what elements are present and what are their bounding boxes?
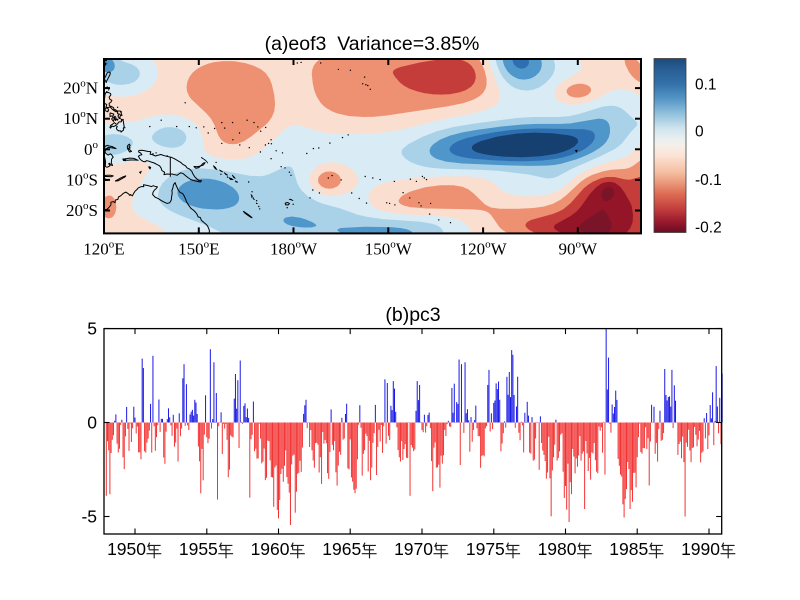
svg-text:-0.2: -0.2: [695, 220, 722, 237]
svg-text:1955: 1955: [179, 539, 218, 559]
svg-text:0: 0: [87, 413, 97, 433]
svg-text:20oN: 20oN: [63, 78, 98, 98]
svg-text:(b)pc3: (b)pc3: [385, 304, 440, 326]
svg-text:120oW: 120oW: [460, 239, 508, 259]
svg-text:1960: 1960: [251, 539, 290, 559]
svg-text:10oN: 10oN: [63, 108, 98, 128]
svg-text:150oE: 150oE: [178, 239, 219, 259]
svg-text:1950: 1950: [107, 539, 146, 559]
svg-text:1985: 1985: [609, 539, 648, 559]
svg-text:1980: 1980: [538, 539, 577, 559]
svg-text:(a)eof3 Variance=3.85%: (a)eof3 Variance=3.85%: [265, 33, 480, 55]
svg-text:180oW: 180oW: [270, 239, 318, 259]
svg-text:0: 0: [695, 124, 704, 141]
svg-text:-5: -5: [81, 507, 97, 527]
svg-text:1975: 1975: [466, 539, 505, 559]
svg-text:120oE: 120oE: [83, 239, 124, 259]
svg-text:1970: 1970: [394, 539, 433, 559]
svg-text:0.1: 0.1: [695, 77, 717, 94]
svg-text:20oS: 20oS: [66, 200, 98, 220]
svg-text:1965: 1965: [322, 539, 361, 559]
svg-text:1990: 1990: [681, 539, 720, 559]
svg-text:10oS: 10oS: [66, 169, 98, 189]
svg-text:90oW: 90oW: [559, 239, 599, 259]
svg-text:5: 5: [87, 319, 97, 339]
svg-text:-0.1: -0.1: [695, 172, 722, 189]
svg-text:150oW: 150oW: [365, 239, 413, 259]
